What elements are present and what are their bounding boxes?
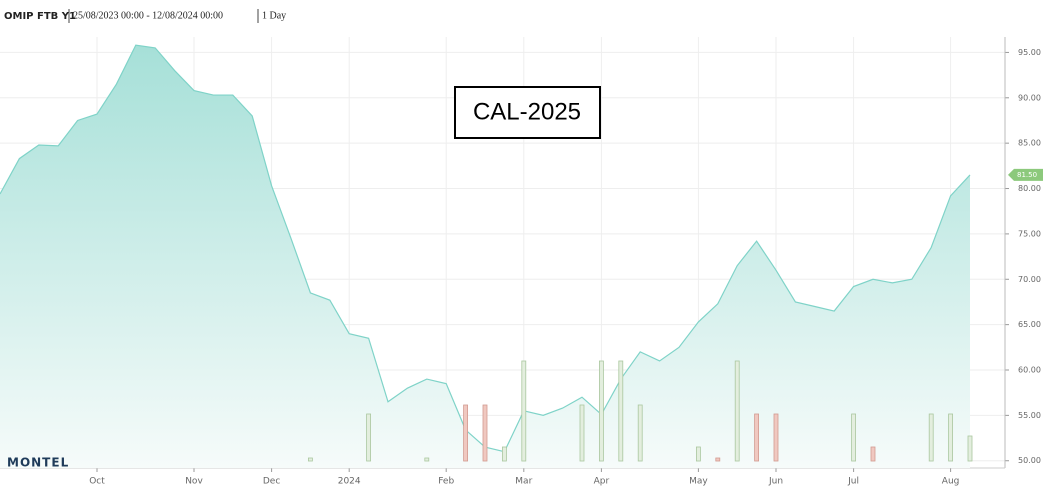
volume-bar — [928, 413, 934, 462]
x-tick-label: Jun — [768, 477, 783, 487]
volume-bar — [734, 360, 740, 462]
x-tick-label: Aug — [942, 477, 960, 487]
y-tick-label: 50.00 — [1018, 456, 1041, 465]
y-tick-label: 80.00 — [1018, 184, 1041, 193]
y-tick-label: 85.00 — [1018, 139, 1041, 148]
x-tick-label: Jul — [847, 477, 859, 487]
x-tick-label: Dec — [263, 477, 280, 487]
chart-subtitle: 25/08/2023 00:00 - 12/08/2024 00:00 — [73, 10, 223, 21]
volume-bar — [637, 404, 643, 462]
volume-bar — [463, 404, 469, 462]
volume-bar — [424, 457, 430, 462]
volume-bar — [521, 360, 527, 462]
last-price-badge — [1008, 168, 1043, 181]
volume-bar — [618, 360, 624, 462]
x-tick-label: Feb — [438, 477, 454, 487]
y-tick-label: 70.00 — [1018, 275, 1041, 284]
volume-bar — [599, 360, 604, 462]
volume-bar — [754, 413, 759, 462]
chart-title: OMIP FTB Y1 — [4, 11, 76, 22]
volume-bar — [851, 413, 856, 462]
volume-bar — [501, 446, 507, 462]
volume-bar — [773, 413, 779, 462]
logo: MONTEL — [7, 456, 69, 470]
x-tick-label: 2024 — [338, 477, 361, 487]
y-tick-label: 75.00 — [1018, 229, 1041, 238]
y-tick-label: 55.00 — [1018, 411, 1041, 420]
x-tick-label: Apr — [594, 477, 610, 487]
x-tick-label: Oct — [89, 477, 105, 487]
x-tick-label: Nov — [185, 477, 203, 487]
volume-bar — [696, 446, 701, 462]
annotation: CAL-2025 — [473, 98, 581, 125]
interval: 1 Day — [262, 10, 286, 21]
volume-bar — [715, 457, 721, 462]
volume-bar — [366, 413, 372, 462]
y-tick-label: 90.00 — [1018, 93, 1041, 102]
volume-bar — [579, 404, 585, 462]
volume-bar — [948, 413, 953, 462]
x-tick-label: Mar — [515, 477, 532, 487]
y-tick-label: 60.00 — [1018, 366, 1041, 375]
volume-bar — [307, 457, 313, 462]
last-price-label: 81.50 — [1017, 171, 1037, 179]
y-tick-label: 65.00 — [1018, 320, 1041, 329]
y-tick-label: 95.00 — [1018, 48, 1041, 57]
annotation-box — [454, 86, 601, 139]
volume-bar — [482, 404, 488, 462]
volume-bar — [967, 435, 973, 462]
area — [0, 45, 970, 468]
x-tick-label: May — [689, 477, 708, 487]
volume-bar — [870, 446, 876, 462]
